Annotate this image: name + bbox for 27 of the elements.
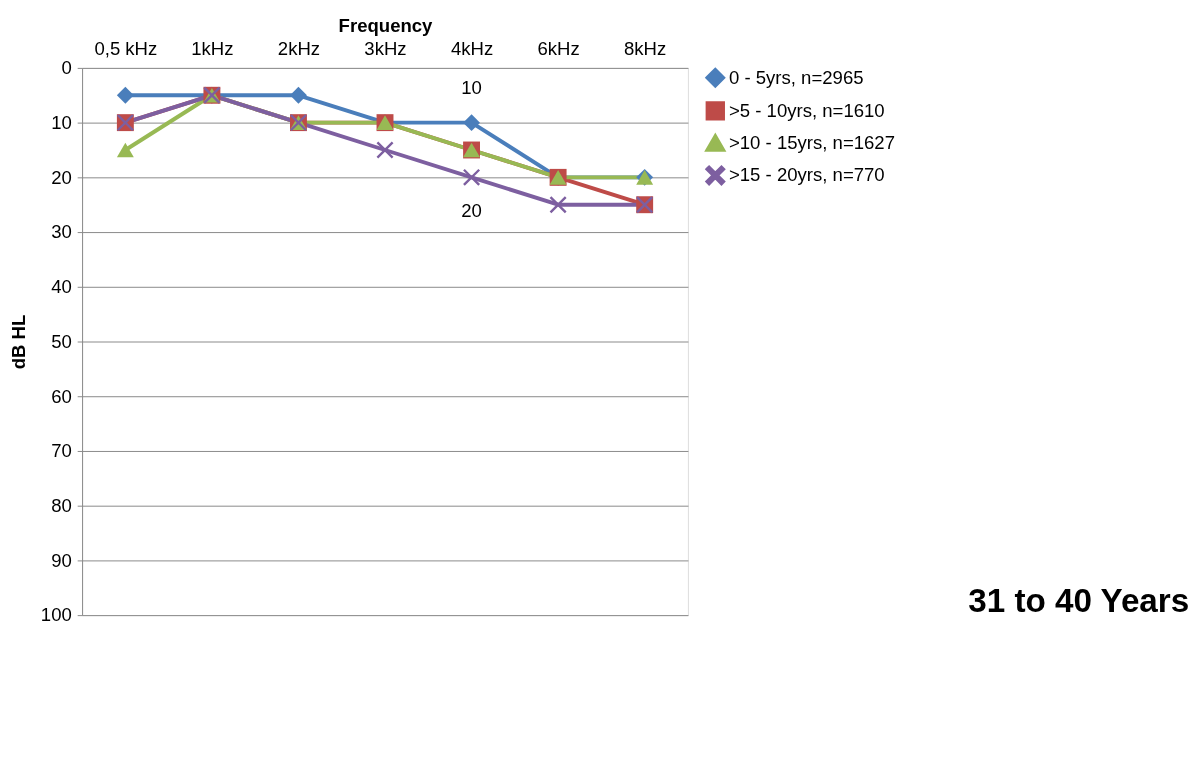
legend-label: 0 - 5yrs, n=2965 [728,66,864,88]
x-tick-label: 3kHz [364,37,407,59]
legend-label: >15 - 20yrs, n=770 [728,164,885,186]
y-tick-label: 0 [61,57,72,79]
y-tick-label: 10 [51,111,72,133]
x-tick-label: 1kHz [191,37,234,59]
y-axis-title: dB HL [8,314,30,370]
legend-label: >5 - 10yrs, n=1610 [728,99,885,121]
y-tick-label: 20 [51,166,72,188]
y-tick-label: 100 [40,604,72,626]
y-tick-label: 40 [51,276,72,298]
y-tick-label: 60 [51,385,72,407]
text: 31 to 40 Years [968,582,1190,620]
x-tick-label: 0,5 kHz [94,37,158,59]
y-tick-label: 80 [51,495,72,517]
y-tick-label: 70 [51,440,72,462]
annotation: 20 [461,200,482,222]
x-tick-label: 6kHz [537,37,580,59]
y-tick-label: 30 [51,221,72,243]
y-tick-label: 90 [51,549,72,571]
x-tick-label: 2kHz [277,37,321,59]
x-tick-label: 4kHz [450,37,494,59]
annotation: 10 [461,77,482,99]
y-tick-label: 50 [51,330,72,352]
x-tick-label: 8kHz [624,37,667,59]
x-axis-title: Frequency [338,15,434,37]
legend-label: >10 - 15yrs, n=1627 [728,132,895,154]
